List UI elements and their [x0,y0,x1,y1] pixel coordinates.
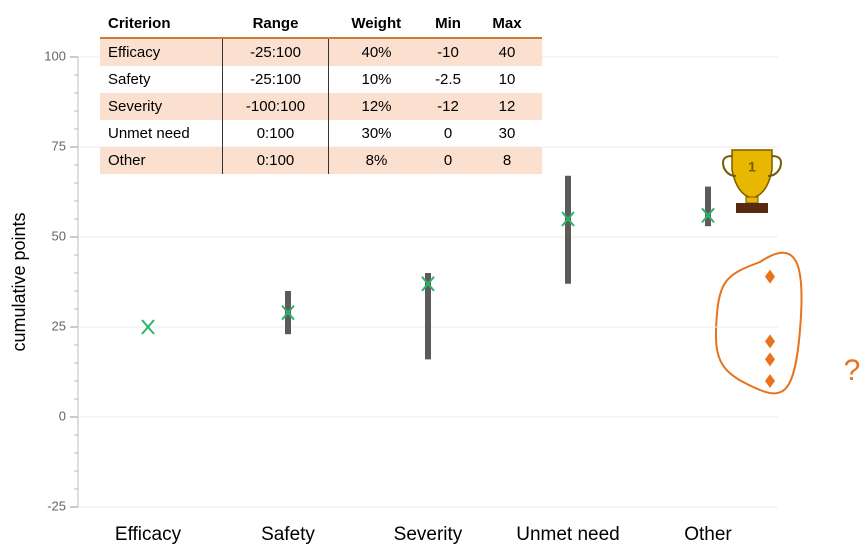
x-tick-label: Unmet need [516,524,620,545]
table-cell: 30 [472,120,542,147]
table-cell: 12% [329,93,425,120]
y-tick-label: 100 [44,48,66,63]
diamond-marker [765,334,775,348]
table-cell: 0:100 [223,120,329,147]
column-header: Weight [329,10,425,38]
annotation: ? [844,354,861,387]
column-header: Range [223,10,329,38]
table-cell: Other [100,147,223,174]
table-cell: 10 [472,66,542,93]
table-cell: 40 [472,38,542,66]
y-tick-label: -25 [47,498,66,513]
y-tick-label: 50 [52,228,66,243]
diamond-marker [765,270,775,284]
diamond-marker [765,352,775,366]
y-axis-label: cumulative points [9,212,29,351]
table-cell: 0 [424,120,472,147]
x-tick-label: Other [684,524,732,545]
table-cell: 30% [329,120,425,147]
table-cell: 0 [424,147,472,174]
table-cell: Unmet need [100,120,223,147]
highlight-loop [716,253,802,394]
table-cell: -25:100 [223,66,329,93]
table-cell: -25:100 [223,38,329,66]
x-tick-label: Severity [394,524,463,545]
y-tick-label: 25 [52,318,66,333]
table-cell: 0:100 [223,147,329,174]
table-cell: -10 [424,38,472,66]
column-header: Criterion [100,10,223,38]
page: cumulative points 1 -250255075100Efficac… [0,0,863,550]
table-cell: 40% [329,38,425,66]
table-cell: 12 [472,93,542,120]
y-tick-label: 75 [52,138,66,153]
column-header: Max [472,10,542,38]
table-cell: 10% [329,66,425,93]
table-cell: Severity [100,93,223,120]
x-tick-label: Efficacy [115,524,182,545]
table-cell: Safety [100,66,223,93]
table-cell: -12 [424,93,472,120]
x-tick-label: Safety [261,524,315,545]
table-cell: Efficacy [100,38,223,66]
table-cell: -2.5 [424,66,472,93]
table-cell: 8 [472,147,542,174]
diamond-marker [765,374,775,388]
y-tick-label: 0 [59,408,66,423]
table-cell: -100:100 [223,93,329,120]
trophy-icon: 1 [723,150,781,213]
column-header: Min [424,10,472,38]
svg-text:1: 1 [748,159,756,175]
table-cell: 8% [329,147,425,174]
